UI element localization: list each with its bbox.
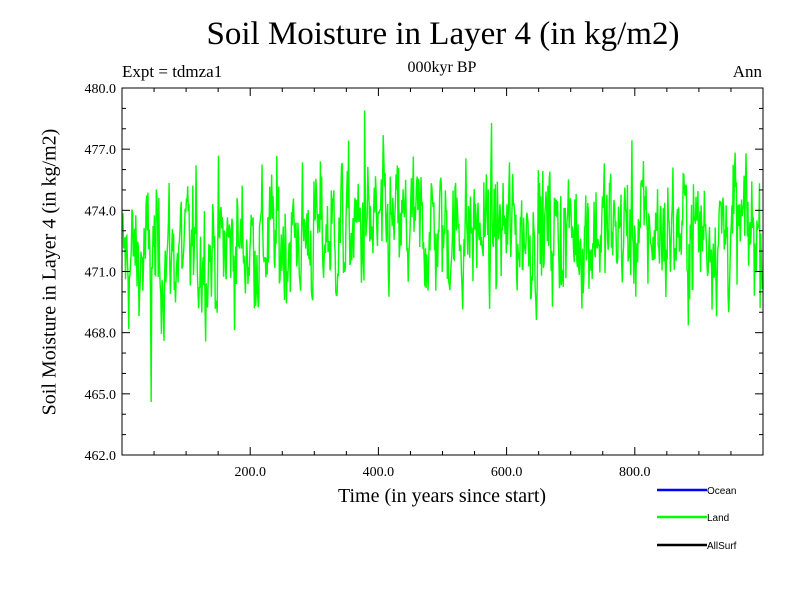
experiment-label: Expt = tdmza1 [122, 62, 223, 81]
y-tick-label: 462.0 [85, 449, 117, 464]
x-tick-label: 400.0 [363, 465, 395, 480]
y-tick-label: 474.0 [85, 204, 117, 219]
x-tick-label: 200.0 [234, 465, 266, 480]
period-label: Ann [732, 62, 762, 81]
y-tick-label: 477.0 [85, 143, 117, 158]
x-tick-label: 800.0 [619, 465, 651, 480]
chart-title: Soil Moisture in Layer 4 (in kg/m2) [206, 16, 680, 52]
chart-subtitle: 000kyr BP [407, 59, 477, 76]
x-axis-label: Time (in years since start) [337, 485, 547, 507]
y-tick-label: 468.0 [85, 327, 117, 342]
series-line-land [121, 110, 764, 402]
legend-label-ocean: Ocean [707, 486, 736, 497]
y-tick-label: 465.0 [85, 388, 117, 403]
y-tick-label: 471.0 [85, 266, 117, 281]
legend-label-allsurf: AllSurf [707, 541, 737, 552]
legend-label-land: Land [707, 513, 729, 524]
y-tick-label: 480.0 [85, 82, 117, 97]
x-tick-label: 600.0 [491, 465, 523, 480]
